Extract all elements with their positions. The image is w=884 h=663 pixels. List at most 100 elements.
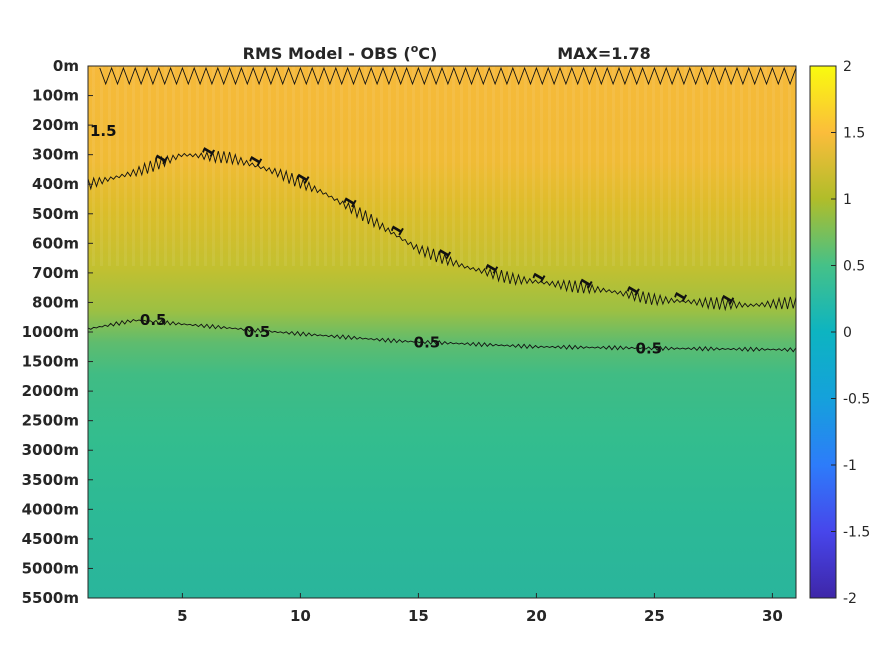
stripe [420,66,423,266]
stripe [236,66,239,266]
colorbar-tick-label: 2 [843,59,852,75]
x-tick-label: 10 [290,607,311,625]
stripe [100,66,103,266]
stripe [636,66,639,266]
stripe [172,66,175,266]
contour-line-0-5 [87,318,797,353]
y-tick-label: 800m [32,293,79,311]
colorbar-tick-label: -1 [843,458,857,474]
surface-stripes [92,66,791,266]
stripe [508,66,511,266]
stripe [124,66,127,266]
stripe [364,66,367,266]
stripe [516,66,519,266]
stripe [444,66,447,266]
stripe [612,66,615,266]
contour-line-1 [87,149,797,312]
x-tick-label: 30 [762,607,783,625]
stripe [732,66,735,266]
x-tick-label: 25 [644,607,665,625]
stripe [564,66,567,266]
y-tick-label: 1000m [22,323,79,341]
stripe [372,66,375,266]
stripe [228,66,231,266]
stripe [492,66,495,266]
stripe [140,66,143,266]
colorbar-tick-label: 0 [843,325,852,341]
stripe [756,66,759,266]
stripe [212,66,215,266]
y-tick-label: 4500m [22,530,79,548]
stripe [412,66,415,266]
stripe [692,66,695,266]
stripe [468,66,471,266]
y-tick-label: 600m [32,234,79,252]
contour-label-0-5: 0.5 [244,323,271,341]
stripe [580,66,583,266]
stripe [324,66,327,266]
stripe [572,66,575,266]
stripe [484,66,487,266]
colorbar-tick-label: -2 [843,591,857,607]
y-axis-ticks: 0m 100m 200m 300m 400m 500m 600m 700m 800m 1000m 1… [22,57,93,607]
y-tick-label: 3000m [22,441,79,459]
stripe [524,66,527,266]
colorbar-tick-label: 0.5 [843,259,865,275]
stripe [716,66,719,266]
stripe [628,66,631,266]
y-tick-label: 700m [32,264,79,282]
max-label: MAX=1.78 [557,44,651,63]
stripe [532,66,535,266]
x-axis-ticks: 5 10 15 20 25 30 [177,593,783,625]
y-tick-label: 400m [32,175,79,193]
colorbar-tick-label: -1.5 [843,525,870,541]
y-tick-label: 4000m [22,500,79,518]
stripe [220,66,223,266]
stripe [268,66,271,266]
stripe [588,66,591,266]
stripe [252,66,255,266]
stripe [604,66,607,266]
stripe [316,66,319,266]
stripe [740,66,743,266]
stripe [92,66,95,266]
stripe [700,66,703,266]
colorbar-tick-label: 1 [843,192,852,208]
stripe [276,66,279,266]
stripe [284,66,287,266]
stripe [356,66,359,266]
colorbar-tick-label: -0.5 [843,392,870,408]
stripe [204,66,207,266]
stripe [388,66,391,266]
stripe [108,66,111,266]
stripe [772,66,775,266]
stripe [620,66,623,266]
stripe [380,66,383,266]
y-tick-label: 2000m [22,382,79,400]
stripe [428,66,431,266]
stripe [684,66,687,266]
stripe [676,66,679,266]
stripe [260,66,263,266]
stripe [164,66,167,266]
y-tick-label: 200m [32,116,79,134]
stripe [652,66,655,266]
stripe [340,66,343,266]
contour-lines [87,66,797,353]
stripe [780,66,783,266]
stripe [724,66,727,266]
contour-line-1-surface [99,66,797,86]
y-tick-label: 5000m [22,559,79,577]
stripe [788,66,791,266]
y-tick-label: 100m [32,87,79,105]
stripe [556,66,559,266]
stripe [500,66,503,266]
stripe [476,66,479,266]
stripe [180,66,183,266]
y-tick-label: 1500m [22,353,79,371]
stripe [644,66,647,266]
heatmap-field [88,66,796,598]
stripe [300,66,303,266]
stripe [116,66,119,266]
stripe [244,66,247,266]
